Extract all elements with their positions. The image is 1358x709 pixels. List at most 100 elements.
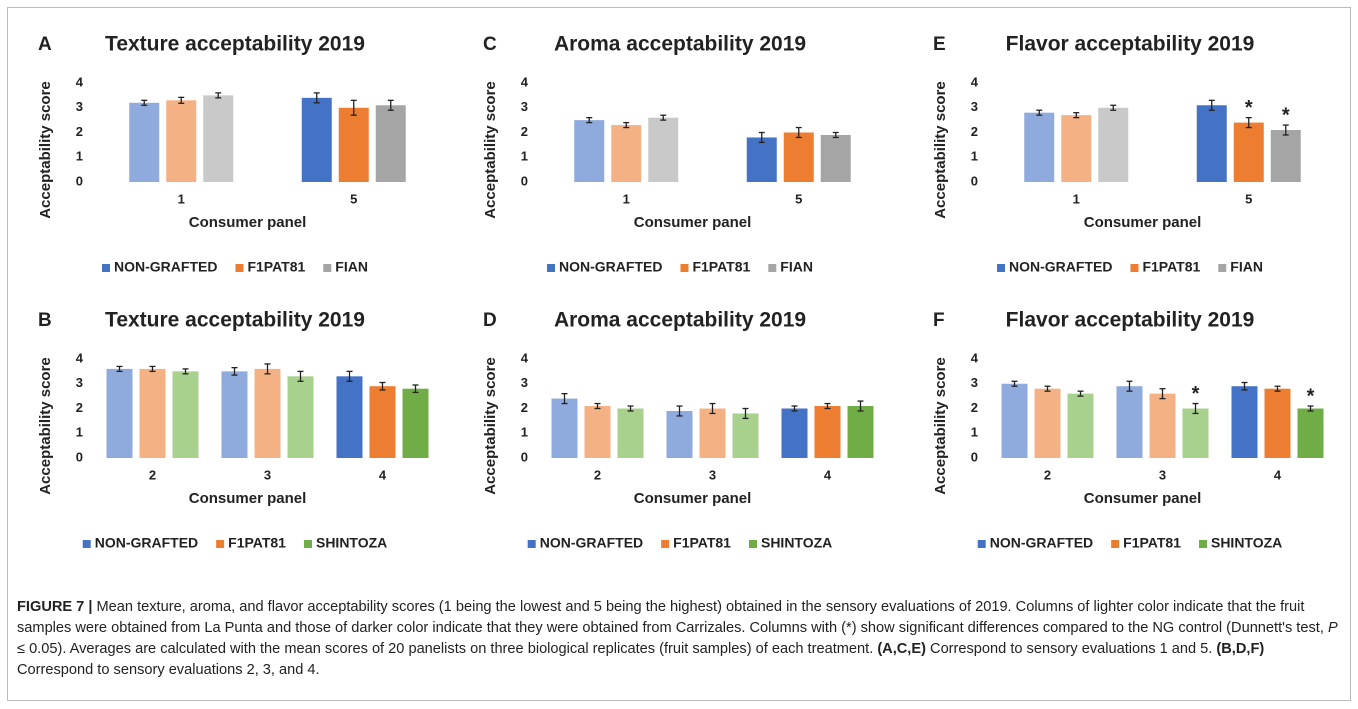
bar: [166, 100, 197, 182]
error-bar: [627, 405, 634, 412]
x-axis-label: Consumer panel: [634, 214, 752, 231]
significance-marker: *: [1282, 104, 1290, 126]
chart-title: Texture acceptability 2019: [105, 309, 365, 332]
y-tick-label: 1: [76, 149, 83, 164]
legend-label: NON-GRAFTED: [1009, 259, 1112, 275]
error-bar: [346, 370, 353, 382]
caption-text: FIGURE 7 |: [17, 599, 93, 615]
error-bar: [660, 114, 667, 121]
error-bar: [1126, 380, 1133, 392]
y-tick-label: 1: [971, 425, 978, 440]
y-axis-label: Acceptability score: [37, 81, 54, 219]
bar: [106, 368, 133, 458]
error-bar: [1044, 385, 1051, 392]
y-tick-label: 3: [521, 375, 528, 390]
error-bar: [1241, 381, 1248, 391]
caption-text: Mean texture, aroma, and flavor acceptab…: [17, 599, 1328, 636]
legend: NON-GRAFTED F1PAT81 FIAN: [102, 259, 368, 275]
legend-label: F1PAT81: [247, 259, 305, 275]
chart-title: Aroma acceptability 2019: [554, 33, 806, 56]
y-axis-label: Acceptability score: [482, 81, 499, 219]
caption-text: (A,C,E): [877, 641, 926, 657]
x-tick-label: 5: [795, 191, 802, 206]
charts: A Texture acceptability 2019 Acceptability…: [37, 33, 1324, 551]
bar: [375, 105, 406, 182]
x-tick-label: 2: [149, 467, 156, 482]
panel-letter: F: [933, 310, 945, 331]
y-tick-label: 0: [971, 449, 978, 464]
significance-marker: *: [1307, 385, 1315, 407]
bar: [666, 410, 693, 458]
bar: [369, 386, 396, 458]
y-tick-label: 1: [521, 149, 528, 164]
x-axis-label: Consumer panel: [1084, 490, 1202, 507]
y-tick-label: 0: [971, 173, 978, 188]
bar: [336, 376, 363, 458]
y-tick-label: 1: [76, 425, 83, 440]
legend-label: NON-GRAFTED: [540, 535, 643, 551]
significance-marker: *: [1192, 383, 1200, 405]
legend-swatch: [977, 540, 986, 548]
bar: [1098, 107, 1129, 182]
legend-swatch: [661, 540, 670, 548]
y-tick-label: 2: [971, 400, 978, 415]
bar: [1116, 386, 1143, 458]
bar: [617, 408, 644, 458]
error-bar: [231, 367, 238, 376]
bar: [1182, 408, 1209, 458]
caption: FIGURE 7 | Mean texture, aroma, and flav…: [17, 597, 1342, 681]
legend: NON-GRAFTED F1PAT81 FIAN: [997, 259, 1263, 275]
chart-title: Flavor acceptability 2019: [1006, 309, 1255, 332]
x-tick-label: 2: [594, 467, 601, 482]
error-bar: [676, 405, 683, 417]
legend-label: NON-GRAFTED: [95, 535, 198, 551]
legend-swatch: [1111, 540, 1120, 548]
x-tick-label: 5: [350, 191, 357, 206]
error-bar: [350, 99, 357, 116]
significance-marker: *: [1245, 97, 1253, 119]
error-bar: [264, 363, 271, 375]
panel-letter: C: [483, 34, 497, 55]
y-tick-label: 2: [76, 400, 83, 415]
error-bar: [141, 99, 148, 106]
error-bar: [379, 381, 386, 391]
bar: [699, 408, 726, 458]
chart-title: Flavor acceptability 2019: [1006, 33, 1255, 56]
y-tick-label: 3: [76, 99, 83, 114]
error-bar: [149, 365, 156, 373]
legend-label: SHINTOZA: [1211, 535, 1282, 551]
bar: [301, 97, 332, 182]
error-bar: [215, 92, 222, 99]
x-tick-label: 3: [264, 467, 271, 482]
error-bar: [1282, 124, 1289, 136]
bar: [338, 107, 369, 182]
x-tick-label: 1: [1073, 191, 1080, 206]
bar: [1034, 388, 1061, 458]
y-tick-label: 4: [76, 350, 84, 365]
legend-swatch: [997, 264, 1006, 272]
bar: [1067, 393, 1094, 458]
legend: NON-GRAFTED F1PAT81 SHINTOZA: [82, 535, 387, 551]
legend-swatch: [102, 264, 111, 272]
y-axis-label: Acceptability score: [37, 357, 54, 495]
legend-label: NON-GRAFTED: [559, 259, 662, 275]
bar: [814, 406, 841, 458]
bar: [781, 408, 808, 458]
y-axis-label: Acceptability score: [932, 357, 949, 495]
bar: [139, 368, 166, 458]
bar: [611, 125, 642, 182]
legend-label: NON-GRAFTED: [114, 259, 217, 275]
legend-swatch: [323, 264, 332, 272]
y-tick-label: 4: [521, 350, 529, 365]
x-tick-label: 4: [1274, 467, 1282, 482]
bar: [1196, 105, 1227, 182]
error-bar: [1208, 99, 1215, 111]
error-bar: [1011, 380, 1018, 387]
error-bar: [709, 402, 716, 415]
error-bar: [1245, 117, 1252, 129]
y-tick-label: 2: [521, 400, 528, 415]
y-tick-label: 4: [971, 74, 979, 89]
legend-label: FIAN: [335, 259, 368, 275]
bar: [221, 371, 248, 458]
